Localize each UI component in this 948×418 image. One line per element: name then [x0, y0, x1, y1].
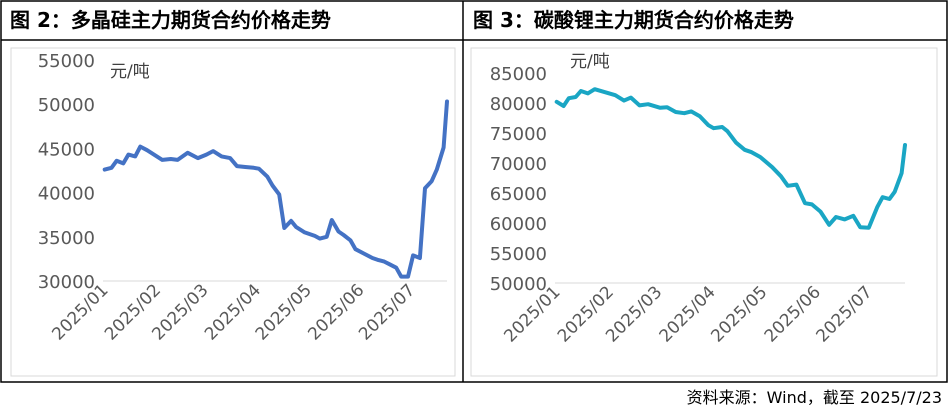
unit-label: 元/吨	[570, 52, 610, 72]
y-tick-label: 40000	[38, 184, 95, 205]
y-tick-label: 60000	[490, 214, 547, 235]
y-tick-label: 50000	[38, 95, 95, 116]
right-panel-title: 图 3：碳酸锂主力期货合约价格走势	[473, 8, 794, 32]
y-tick-label: 80000	[490, 94, 547, 115]
right-plot-box	[470, 47, 938, 377]
outer-border	[0, 0, 948, 383]
y-tick-label: 75000	[490, 124, 547, 145]
unit-label: 元/吨	[110, 62, 150, 82]
y-tick-label: 30000	[38, 272, 95, 293]
price-series-line	[554, 87, 907, 230]
y-tick-label: 85000	[490, 64, 547, 85]
y-tick-label: 50000	[490, 274, 547, 295]
y-tick-label: 45000	[38, 139, 95, 160]
price-series-line	[102, 99, 449, 279]
source-note: 资料来源：Wind，截至 2025/7/23	[686, 388, 942, 407]
y-tick-label: 55000	[490, 244, 547, 265]
y-tick-label: 35000	[38, 228, 95, 249]
y-tick-label: 70000	[490, 154, 547, 175]
left-panel-title: 图 2：多晶硅主力期货合约价格走势	[10, 8, 331, 32]
y-tick-label: 65000	[490, 184, 547, 205]
left-plot-box	[10, 47, 456, 377]
y-tick-label: 55000	[38, 51, 95, 72]
